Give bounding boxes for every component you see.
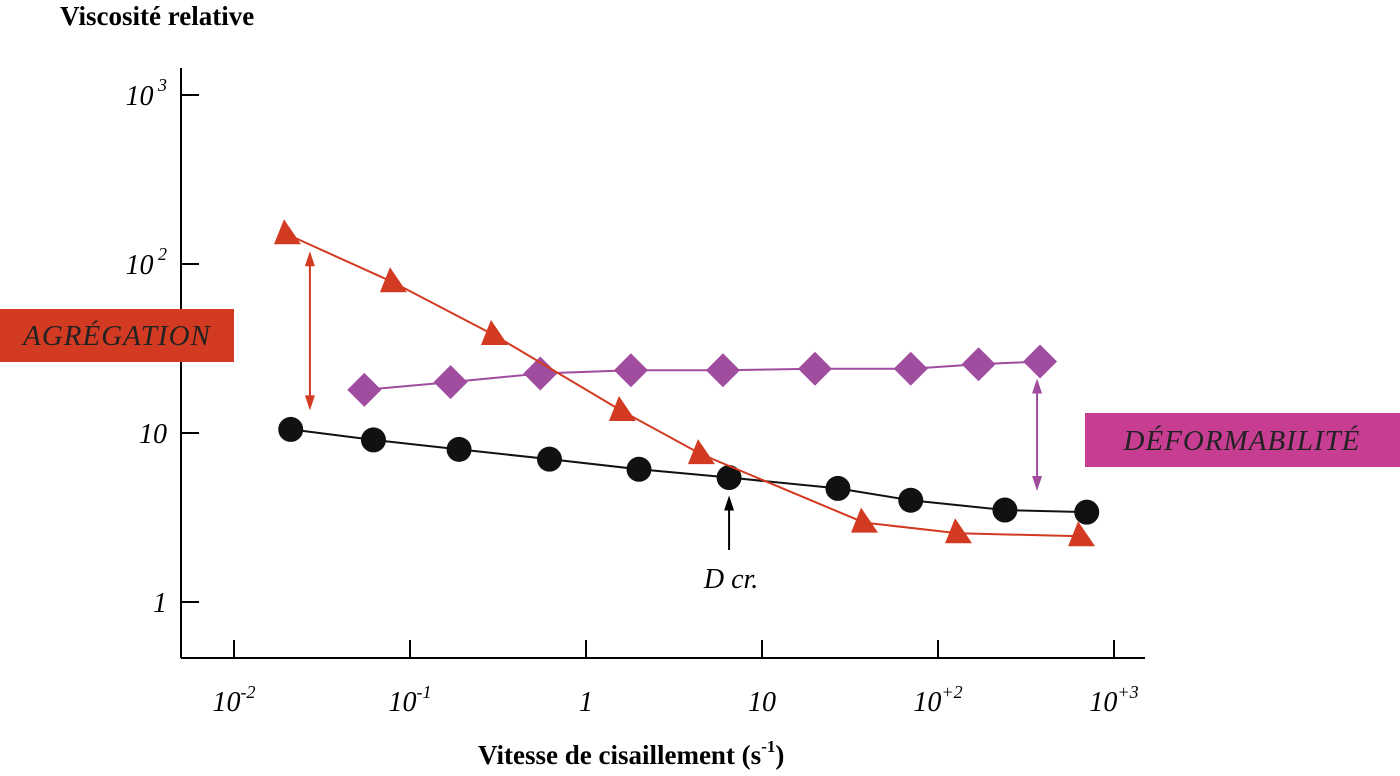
data-point-triangle	[687, 439, 715, 465]
x-axis-title-main: Vitesse de cisaillement (s	[478, 740, 761, 770]
data-point-diamond	[613, 353, 648, 388]
x-tick-label: 10-2	[213, 682, 256, 718]
x-tick-label: 1	[579, 687, 593, 718]
agregation-badge: AGRÉGATION	[0, 309, 234, 362]
data-point-triangle	[480, 320, 508, 346]
data-point-triangle	[608, 395, 636, 421]
data-point-circle	[716, 465, 742, 491]
data-point-triangle	[945, 518, 973, 544]
data-point-circle	[360, 427, 386, 453]
deformabilite-arrow-head-bottom	[1032, 476, 1043, 492]
deformabilite-badge-box	[1085, 413, 1400, 467]
deformabilite-badge: DÉFORMABILITÉ	[1085, 413, 1400, 467]
x-axis-title-close: )	[775, 740, 784, 770]
data-point-circle	[898, 487, 924, 513]
series-line-triangle	[286, 233, 1082, 538]
data-point-diamond	[797, 351, 832, 386]
data-point-diamond	[433, 365, 468, 400]
series-layer	[273, 219, 1100, 547]
agregation-arrow	[304, 251, 315, 411]
x-axis-ticks: 10-2 10-1 1 10 10+2 10+3	[213, 640, 1139, 718]
data-point-diamond	[347, 372, 382, 407]
x-axis-title: Vitesse de cisaillement (s-1)	[478, 737, 784, 770]
y-tick-label: 10 2	[126, 244, 168, 281]
y-axis-ticks: 1 10 10 2 10 3	[126, 75, 199, 619]
y-tick-label: 10 3	[126, 75, 168, 112]
data-point-triangle	[1068, 521, 1096, 547]
series-line-diamond	[364, 360, 1041, 391]
data-point-diamond	[1023, 344, 1058, 379]
data-point-circle	[536, 446, 562, 472]
y-tick-label: 1	[153, 588, 167, 619]
series-triangle	[273, 219, 1096, 547]
data-point-diamond	[961, 347, 996, 382]
deformabilite-arrow-head-top	[1032, 378, 1043, 394]
x-axis-title-exponent: -1	[761, 737, 775, 756]
data-point-diamond	[893, 351, 928, 386]
dcr-arrow	[724, 495, 735, 550]
data-point-circle	[446, 436, 472, 462]
dcr-arrow-head	[724, 495, 735, 511]
series-circle	[278, 416, 1100, 525]
data-point-diamond	[523, 356, 558, 391]
data-point-circle	[1074, 499, 1100, 525]
agregation-label: AGRÉGATION	[21, 319, 211, 352]
data-point-circle	[992, 497, 1018, 523]
data-point-triangle	[851, 507, 879, 533]
deformabilite-arrow	[1032, 378, 1043, 492]
y-tick-label: 10	[139, 419, 167, 450]
y-axis-title: Viscosité relative	[60, 1, 254, 31]
data-point-triangle	[379, 267, 407, 293]
data-point-circle	[278, 416, 304, 442]
data-point-diamond	[705, 353, 740, 388]
agregation-arrow-head-bottom	[304, 395, 315, 411]
x-tick-label: 10	[748, 687, 776, 718]
agregation-arrow-head-top	[304, 251, 315, 267]
deformabilite-label: DÉFORMABILITÉ	[1123, 424, 1361, 457]
dcr-label: D cr.	[703, 564, 758, 595]
series-line-circle	[290, 428, 1087, 514]
data-point-circle	[825, 475, 851, 501]
x-tick-label: 10-1	[389, 682, 432, 718]
data-point-circle	[626, 456, 652, 482]
x-tick-label: 10+2	[913, 682, 962, 718]
data-point-triangle	[273, 219, 301, 245]
agregation-badge-box	[0, 309, 234, 362]
annotation-arrows	[304, 251, 1043, 550]
series-diamond	[347, 344, 1058, 407]
x-tick-label: 10+3	[1089, 682, 1138, 718]
